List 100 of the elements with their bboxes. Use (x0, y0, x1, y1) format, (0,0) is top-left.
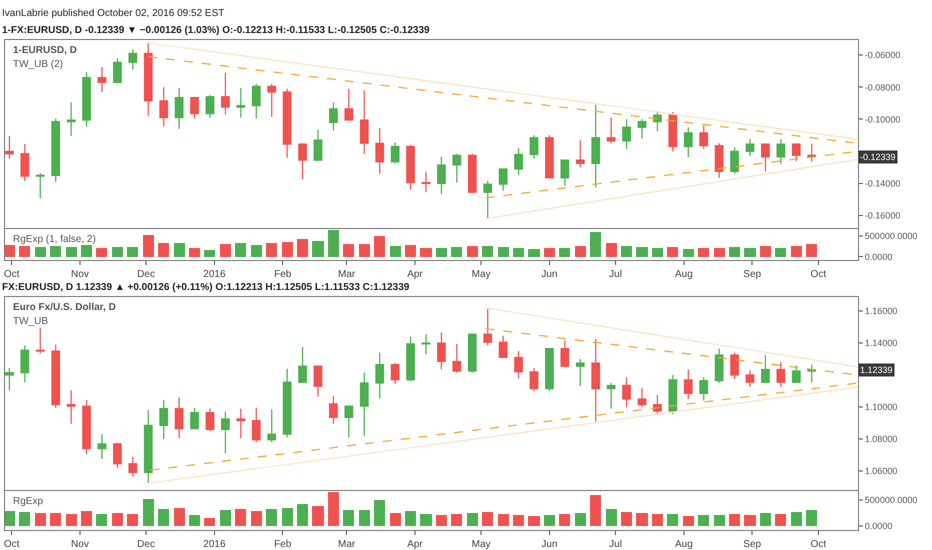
candlestick (159, 399, 168, 440)
candlestick (776, 138, 786, 165)
bar (204, 250, 215, 257)
candlestick (498, 168, 508, 192)
bar (775, 248, 786, 257)
candlestick (360, 372, 369, 436)
candlestick (375, 352, 384, 399)
bar (621, 246, 632, 257)
bar (235, 509, 246, 526)
bar (451, 247, 462, 257)
candlestick (483, 180, 492, 218)
annotation: 1-EURUSD, D (13, 45, 77, 56)
bar (81, 511, 92, 526)
candlestick (390, 362, 400, 384)
bar (714, 515, 725, 526)
bar (652, 514, 663, 526)
candlestick (344, 404, 354, 438)
y-tick-label: 0.0000 (864, 252, 892, 262)
bar (174, 508, 185, 526)
candlestick (98, 66, 106, 93)
bar (621, 512, 632, 526)
candlestick (236, 408, 246, 439)
bar (35, 247, 46, 257)
candlestick (576, 358, 585, 387)
candlestick (375, 127, 384, 174)
bar (606, 243, 617, 257)
candlestick (190, 407, 199, 430)
candlestick (638, 118, 646, 140)
bar (436, 248, 447, 257)
x-tick-label: Apr (407, 269, 424, 280)
bar (559, 248, 570, 257)
bar (220, 244, 231, 257)
x-tick-label: Feb (274, 539, 292, 550)
candlestick (20, 344, 30, 383)
bar (96, 248, 107, 257)
bar (467, 246, 478, 257)
candlestick (406, 144, 415, 190)
candlestick (159, 86, 168, 128)
bar (667, 514, 678, 526)
candlestick (545, 134, 554, 178)
annotation: Euro Fx/U.S. Dollar, D (13, 302, 116, 313)
x-tick-label: Aug (674, 539, 693, 550)
bar (390, 246, 401, 257)
x-tick-label: Dec (137, 269, 155, 280)
text: RgExp (13, 496, 44, 507)
candlestick (638, 387, 646, 408)
bar (251, 245, 262, 257)
bar (714, 248, 725, 257)
bar (498, 247, 509, 257)
bar (683, 249, 694, 257)
x-tick-label: May (472, 539, 491, 550)
bar (590, 495, 601, 526)
candlestick (560, 340, 570, 368)
bar (282, 242, 293, 257)
bar (575, 513, 586, 526)
bar (744, 515, 756, 526)
candlestick (530, 134, 538, 160)
candlestick (282, 368, 292, 438)
candlestick (174, 396, 184, 439)
bar (636, 513, 648, 526)
candlestick (468, 332, 477, 374)
annotation: TW_UB (13, 316, 48, 327)
x-tick-label: Jul (609, 269, 622, 280)
bar (127, 247, 138, 257)
x-tick-label: Aug (674, 269, 693, 280)
x-tick-label: Oct (4, 269, 20, 280)
bar (359, 244, 370, 257)
x-tick-label: May (472, 269, 491, 280)
candlestick (560, 158, 570, 186)
candlestick (761, 142, 770, 172)
candlestick (437, 332, 446, 370)
bar (143, 235, 154, 257)
candlestick (468, 153, 477, 194)
bar (436, 515, 447, 526)
bar (590, 232, 601, 257)
candlestick (36, 327, 45, 354)
candlestick (622, 376, 631, 408)
bar (297, 239, 308, 257)
candlestick (606, 382, 616, 410)
candlestick (5, 367, 14, 391)
bar (729, 247, 740, 257)
candlestick (591, 338, 600, 422)
candlestick (545, 348, 554, 392)
bar (343, 510, 354, 526)
bar (729, 514, 740, 526)
bar (667, 247, 678, 257)
bar (791, 512, 802, 526)
candlestick (66, 102, 76, 137)
candlestick (190, 96, 199, 120)
candlestick (422, 334, 430, 355)
y-tick-label: 500000.0000 (864, 231, 918, 242)
bar (374, 236, 385, 257)
bar (775, 514, 786, 526)
bar (81, 245, 92, 257)
candlestick (622, 118, 631, 150)
candlestick (51, 118, 60, 182)
bar (420, 248, 432, 257)
candlestick (236, 87, 246, 118)
bar (575, 246, 586, 257)
bar (297, 504, 308, 526)
